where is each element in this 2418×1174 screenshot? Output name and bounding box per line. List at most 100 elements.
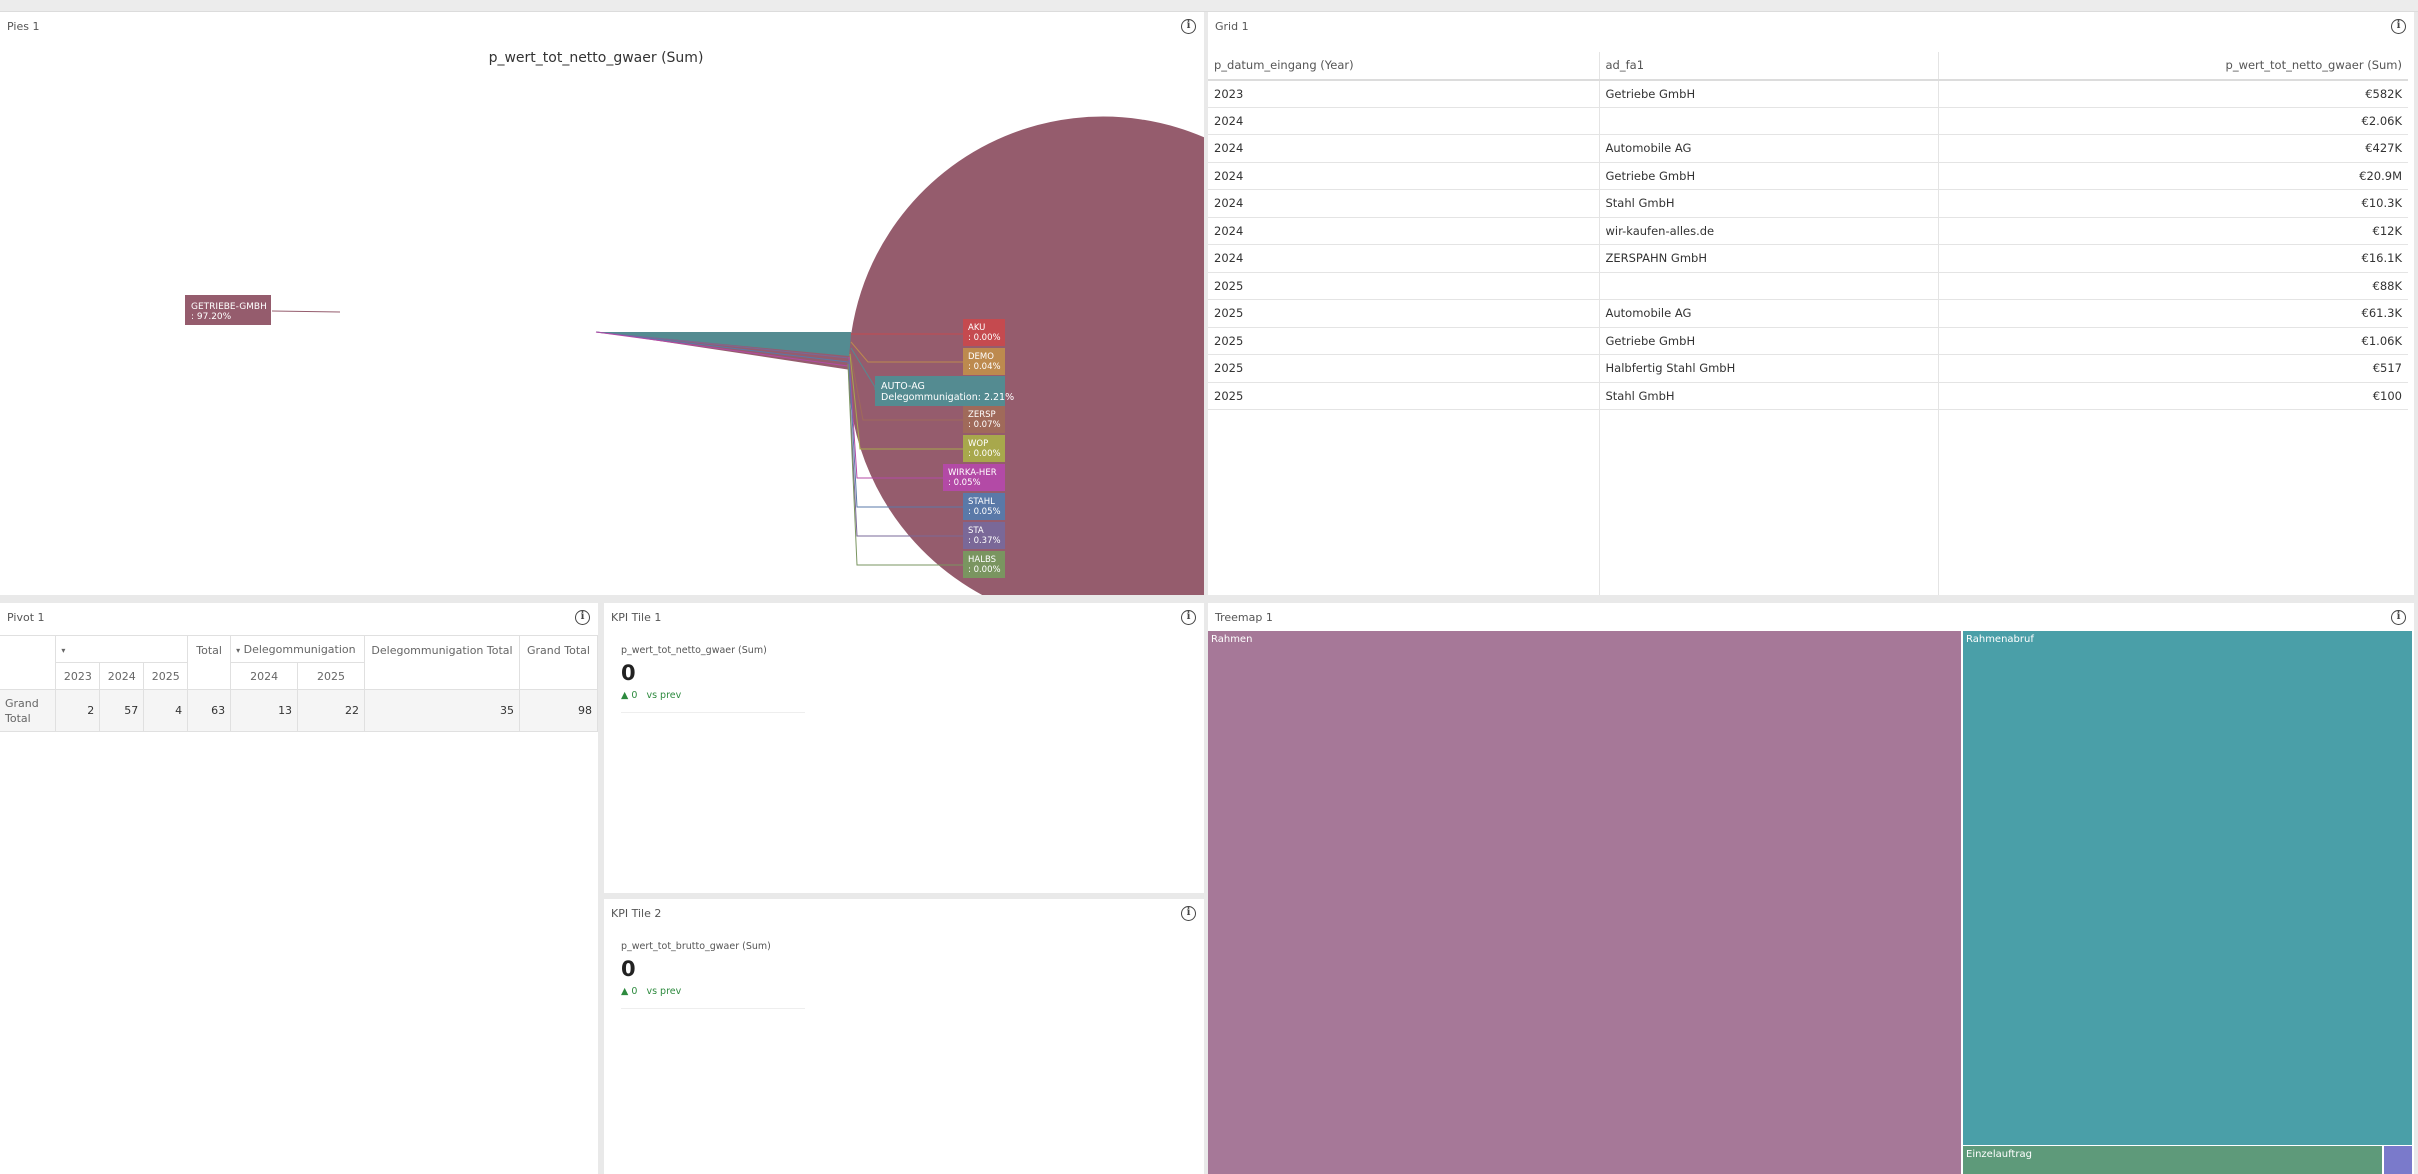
grid-cell-ad-fa1 — [1599, 107, 1939, 135]
panel-title: Pies 1 — [7, 20, 40, 33]
grid-cell-year: 2025 — [1208, 354, 1600, 383]
kpi-delta: ▲ 0 vs prev — [621, 690, 805, 701]
info-icon[interactable]: i — [2391, 610, 2406, 625]
pivot-table: ▾ Total ▾ Delegommunigation Delegommunig… — [0, 635, 598, 732]
kpi-delta: ▲ 0 vs prev — [621, 986, 805, 997]
info-icon[interactable]: i — [1181, 19, 1196, 34]
grid-cell-ad-fa1: Automobile AG — [1599, 299, 1939, 328]
panel-title: KPI Tile 2 — [611, 907, 662, 920]
grid-cell-ad-fa1: Getriebe GmbH — [1599, 79, 1939, 108]
grid-cell-ad-fa1: Getriebe GmbH — [1599, 327, 1939, 355]
treemap-cell-other[interactable] — [2384, 1146, 2412, 1174]
grid-cell-ad-fa1: Automobile AG — [1599, 134, 1939, 163]
table-row[interactable]: 2024 Getriebe GmbH €20.9M — [1208, 162, 2408, 190]
pivot-cell: 63 — [187, 689, 232, 732]
kpi-card[interactable]: p_wert_tot_brutto_gwaer (Sum) 0 ▲ 0 vs p… — [621, 941, 805, 1009]
grid-cell-year: 2024 — [1208, 217, 1600, 245]
pie-label-box — [963, 348, 1005, 375]
pie-label-pct: : 0.00% — [968, 449, 1001, 459]
table-row[interactable]: 2024 Automobile AG €427K — [1208, 134, 2408, 163]
pivot-year-dropdown[interactable]: ▾ — [55, 635, 189, 663]
caret-down-icon: ▾ — [61, 645, 66, 655]
grid-cell-ad-fa1 — [1599, 272, 1939, 300]
grid-cell-year: 2025 — [1208, 382, 1600, 410]
grid-header-ad-fa1[interactable]: ad_fa1 — [1599, 52, 1939, 81]
grid-cell-year: 2025 — [1208, 299, 1600, 328]
info-icon[interactable]: i — [1181, 610, 1196, 625]
pie-slice-wirka-her[interactable] — [595, 331, 849, 367]
grid-cell-sum: €16.1K — [1938, 244, 2408, 273]
table-row[interactable]: 2024 €2.06K — [1208, 107, 2408, 135]
chart-title: p_wert_tot_netto_gwaer (Sum) — [489, 50, 704, 66]
label-getriebe-gmbh: GETRIEBE-GMBH : 97.20% — [185, 295, 271, 325]
label-auto-ag: AUTO-AG Delegommunigation: 2.21% — [875, 376, 1014, 406]
top-bar — [0, 0, 2418, 12]
grid-cell-ad-fa1: wir-kaufen-alles.de — [1599, 217, 1939, 245]
pie-label-box — [963, 551, 1005, 578]
pivot-corner — [0, 635, 57, 690]
grid-cell-sum: €12K — [1938, 217, 2408, 245]
panel-title: Grid 1 — [1215, 20, 1249, 33]
table-row[interactable]: 2024 wir-kaufen-alles.de €12K — [1208, 217, 2408, 245]
svg-text:: 97.20%: : 97.20% — [191, 312, 232, 322]
grid-cell-ad-fa1: Halbfertig Stahl GmbH — [1599, 354, 1939, 383]
pie-label-name: WIRKA-HER — [948, 468, 997, 478]
kpi-value: 0 — [621, 957, 636, 981]
grid-cell-sum: €100 — [1938, 382, 2408, 410]
pie-label-name: STAHL — [968, 497, 995, 507]
table-row[interactable]: 2025 Getriebe GmbH €1.06K — [1208, 327, 2408, 355]
grid-cell-sum: €2.06K — [1938, 107, 2408, 135]
table-row[interactable]: 2025 Halbfertig Stahl GmbH €517 — [1208, 354, 2408, 383]
pivot-cell: 22 — [297, 689, 366, 732]
arrow-up-icon: ▲ — [621, 986, 629, 997]
info-icon[interactable]: i — [575, 610, 590, 625]
grid-cell-year: 2024 — [1208, 134, 1600, 163]
kpi-label: p_wert_tot_netto_gwaer (Sum) — [621, 645, 767, 656]
kpi-tile-1-panel: KPI Tile 1 i p_wert_tot_netto_gwaer (Sum… — [604, 603, 1204, 893]
pivot-year: 2024 — [99, 662, 145, 690]
svg-text:Delegommunigation: 2.21%: Delegommunigation: 2.21% — [881, 392, 1014, 403]
pie-slice-sta[interactable] — [595, 331, 850, 359]
panel-title: Pivot 1 — [7, 611, 45, 624]
caret-down-icon: ▾ — [236, 645, 241, 655]
pivot-group-total-header: Delegommunigation Total — [364, 635, 520, 690]
table-row[interactable]: 2024 Stahl GmbH €10.3K — [1208, 189, 2408, 218]
treemap-cell-rahmen[interactable]: Rahmen — [1208, 631, 1961, 1174]
grid-cell-year: 2025 — [1208, 327, 1600, 355]
treemap-label: Rahmen — [1211, 634, 1253, 645]
pie-label-pct: : 0.37% — [968, 536, 1001, 546]
pivot-group-header[interactable]: ▾ Delegommunigation — [230, 635, 366, 663]
pie-label-pct: : 0.00% — [968, 565, 1001, 575]
grid-cell-year: 2024 — [1208, 189, 1600, 218]
kpi-delta-value: 0 — [631, 986, 638, 997]
grid-cell-ad-fa1: Stahl GmbH — [1599, 382, 1939, 410]
pie-label-name: AKU — [968, 323, 985, 333]
table-row[interactable]: 2024 ZERSPAHN GmbH €16.1K — [1208, 244, 2408, 273]
pie-label-name: STA — [968, 526, 984, 536]
pie-label-box — [963, 406, 1005, 433]
treemap-cell-rahmenabruf[interactable]: Rahmenabruf — [1963, 631, 2412, 1145]
grid-header-sum[interactable]: p_wert_tot_netto_gwaer (Sum) — [1938, 52, 2408, 81]
grid-cell-ad-fa1: Getriebe GmbH — [1599, 162, 1939, 190]
svg-text:GETRIEBE-GMBH: GETRIEBE-GMBH — [191, 302, 267, 312]
treemap-cell-einzelauftrag[interactable]: Einzelauftrag — [1963, 1146, 2382, 1174]
table-row[interactable]: 2023 Getriebe GmbH €582K — [1208, 79, 2408, 108]
kpi-card[interactable]: p_wert_tot_netto_gwaer (Sum) 0 ▲ 0 vs pr… — [621, 645, 805, 713]
table-row[interactable]: 2025 €88K — [1208, 272, 2408, 300]
pie-slice-stahl[interactable] — [595, 331, 849, 363]
kpi-label: p_wert_tot_brutto_gwaer (Sum) — [621, 941, 771, 952]
pie-slice-getriebe-gmbh[interactable] — [595, 115, 1204, 595]
pie-label-name: WOP — [968, 439, 988, 449]
pie-slice-auto-ag[interactable] — [596, 332, 851, 356]
table-row[interactable]: 2025 Automobile AG €61.3K — [1208, 299, 2408, 328]
info-icon[interactable]: i — [2391, 19, 2406, 34]
grid-header-year[interactable]: p_datum_eingang (Year) — [1208, 52, 1600, 81]
grid-cell-sum: €10.3K — [1938, 189, 2408, 218]
pivot-year: 2025 — [143, 662, 189, 690]
pie-label-box — [963, 522, 1005, 549]
pie-label-box — [943, 464, 1005, 491]
pie-chart: p_wert_tot_netto_gwaer (Sum) GETRIEBE-GM… — [185, 50, 1204, 595]
info-icon[interactable]: i — [1181, 906, 1196, 921]
table-row[interactable]: 2025 Stahl GmbH €100 — [1208, 382, 2408, 410]
pivot-year: 2024 — [230, 662, 299, 690]
